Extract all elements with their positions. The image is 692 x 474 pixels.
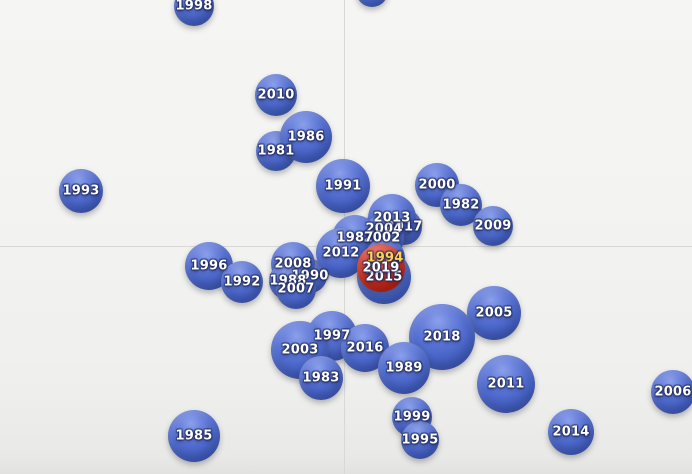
bubble-1991[interactable] bbox=[316, 159, 370, 213]
bubble-1986[interactable] bbox=[280, 111, 332, 163]
bubble-label-1999: 1999 bbox=[393, 409, 431, 425]
bubble-label-2015: 2015 bbox=[365, 269, 403, 285]
bubble-label-2003: 2003 bbox=[281, 342, 319, 358]
bubble-label-2016: 2016 bbox=[346, 340, 384, 356]
bubble-label-1988: 1988 bbox=[269, 273, 307, 289]
bubble-label-1992: 1992 bbox=[223, 274, 261, 290]
bubble-1983[interactable] bbox=[299, 356, 343, 400]
bubble-label-2008: 2008 bbox=[274, 256, 312, 272]
bubble-2006[interactable] bbox=[651, 370, 692, 414]
bubble-2005[interactable] bbox=[467, 286, 521, 340]
bubble-label-1991: 1991 bbox=[324, 178, 362, 194]
bubble-unlabeled[interactable] bbox=[356, 0, 388, 7]
bubble-label-1987: 1987 bbox=[336, 230, 374, 246]
bubble-2007[interactable] bbox=[276, 269, 316, 309]
bubble-label-2004: 2004 bbox=[365, 221, 403, 237]
bubble-label-2009: 2009 bbox=[474, 218, 512, 234]
bubble-label-1995: 1995 bbox=[401, 432, 439, 448]
bubble-label-2002: 2002 bbox=[363, 230, 401, 246]
bubble-label-2019: 2019 bbox=[362, 260, 400, 276]
bubble-label-2005: 2005 bbox=[475, 305, 513, 321]
bubble-2009[interactable] bbox=[473, 206, 513, 246]
bubble-label-2011: 2011 bbox=[487, 376, 525, 392]
bubble-1989[interactable] bbox=[378, 342, 430, 394]
bubble-2014[interactable] bbox=[548, 409, 594, 455]
bubble-label-1983: 1983 bbox=[302, 370, 340, 386]
bubble-label-2017: 2017 bbox=[385, 219, 423, 235]
bubble-1992[interactable] bbox=[221, 261, 263, 303]
bubble-label-2012: 2012 bbox=[322, 245, 360, 261]
bubble-label-1989: 1989 bbox=[385, 360, 423, 376]
bubble-label-2013: 2013 bbox=[373, 210, 411, 226]
bubble-label-2000: 2000 bbox=[418, 177, 456, 193]
bubble-2010[interactable] bbox=[255, 74, 297, 116]
bubble-1985[interactable] bbox=[168, 410, 220, 462]
bubble-label-1998: 1998 bbox=[175, 0, 213, 14]
bubble-1995[interactable] bbox=[401, 421, 439, 459]
bubble-label-2010: 2010 bbox=[257, 87, 295, 103]
bubble-1993[interactable] bbox=[59, 169, 103, 213]
bubble-label-1994: 1994 bbox=[366, 250, 404, 266]
bubble-label-1997: 1997 bbox=[313, 328, 351, 344]
bubble-label-1990: 1990 bbox=[291, 268, 329, 284]
bubble-label-2018: 2018 bbox=[423, 329, 461, 345]
bubble-label-2006: 2006 bbox=[654, 384, 692, 400]
bubble-label-1986: 1986 bbox=[287, 129, 325, 145]
bubble-label-1993: 1993 bbox=[62, 183, 100, 199]
bubble-label-1996: 1996 bbox=[190, 258, 228, 274]
bubble-label-1982: 1982 bbox=[442, 197, 480, 213]
bubble-label-1981: 1981 bbox=[257, 143, 295, 159]
bubble-label-2014: 2014 bbox=[552, 424, 590, 440]
bubble-label-2007: 2007 bbox=[277, 281, 315, 297]
bubble-2011[interactable] bbox=[477, 355, 535, 413]
bubble-label-1985: 1985 bbox=[175, 428, 213, 444]
bubble-2019[interactable] bbox=[357, 244, 405, 292]
